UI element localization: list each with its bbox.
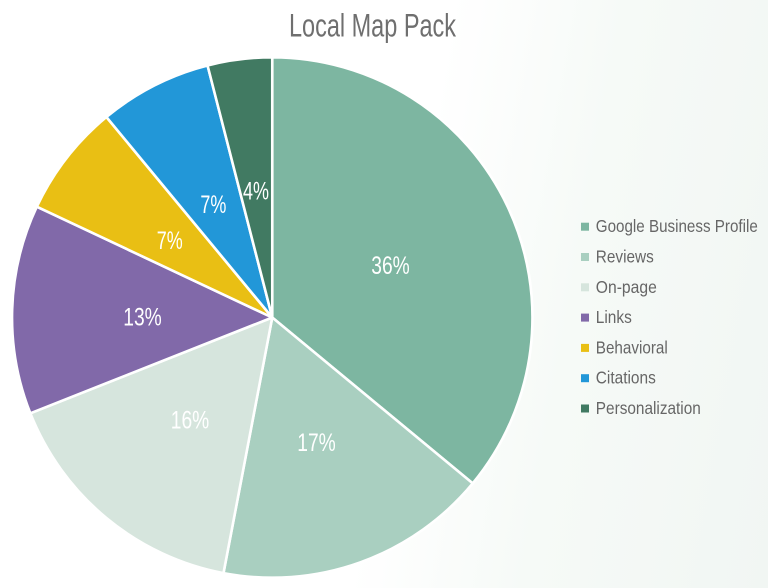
svg-text:36%: 36%	[371, 252, 410, 280]
svg-text:7%: 7%	[157, 227, 183, 255]
svg-text:Links: Links	[596, 307, 632, 327]
svg-text:17%: 17%	[297, 429, 336, 457]
svg-text:4%: 4%	[243, 177, 269, 205]
svg-text:Behavioral: Behavioral	[596, 337, 668, 357]
svg-text:On-page: On-page	[596, 277, 657, 297]
svg-text:Personalization: Personalization	[596, 398, 701, 418]
svg-text:13%: 13%	[123, 303, 162, 331]
svg-text:16%: 16%	[171, 406, 210, 434]
svg-text:7%: 7%	[200, 191, 226, 219]
svg-text:Google Business Profile: Google Business Profile	[596, 216, 758, 236]
svg-text:Reviews: Reviews	[596, 247, 654, 267]
svg-text:Citations: Citations	[596, 368, 656, 388]
svg-text:Local Map Pack: Local Map Pack	[289, 7, 457, 43]
